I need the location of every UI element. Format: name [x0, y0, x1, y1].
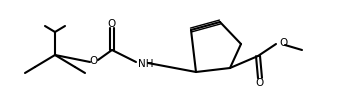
Text: O: O [108, 19, 116, 29]
Text: NH: NH [138, 59, 154, 69]
Text: O: O [279, 38, 287, 48]
Text: O: O [89, 56, 97, 66]
Text: O: O [256, 78, 264, 88]
